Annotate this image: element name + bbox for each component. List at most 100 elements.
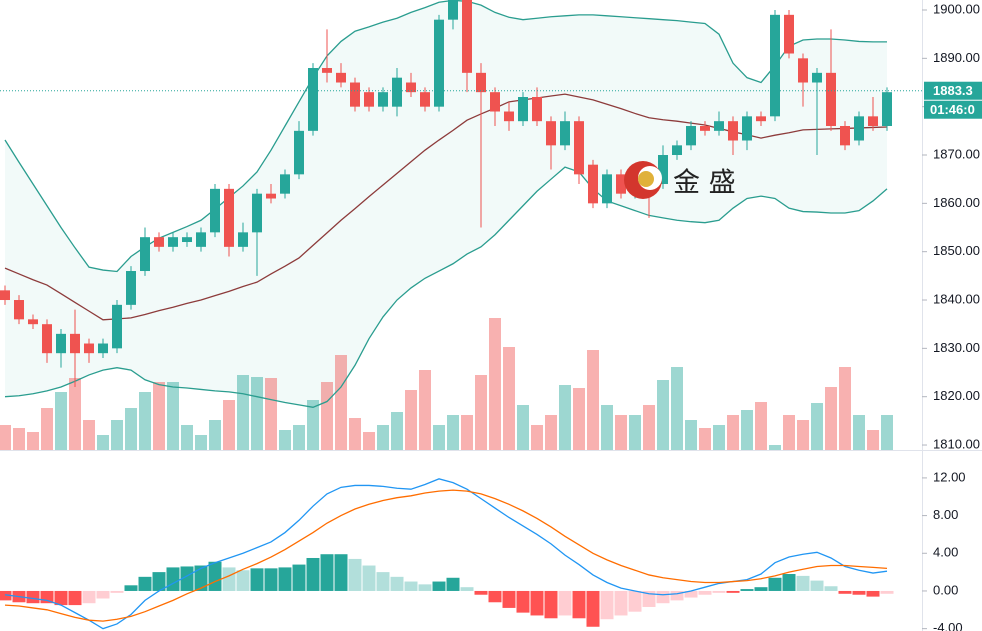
watermark: 金 盛 [624,161,736,199]
candle-body [476,72,486,93]
volume-bar [433,425,445,450]
macd-histogram-bar [614,590,628,616]
band-middle [4,93,888,321]
candle-body [0,290,10,301]
candle-body [770,14,780,117]
macd-histogram-bar [656,590,670,604]
candle-body [868,116,878,127]
y-tick-label: 1830.00 [933,340,980,355]
watermark-logo [638,171,654,187]
y-tick-label: 1870.00 [933,146,980,161]
candle-body [42,324,52,354]
candle-body [70,333,80,354]
candle-body [196,232,206,247]
macd-histogram-bar [418,584,432,591]
macd-histogram-bar [810,580,824,591]
candle-body [336,72,346,83]
y-tick-label: 8.00 [933,507,958,522]
macd-histogram-bar [572,590,586,619]
volume-bar [853,415,865,450]
volume-bar [209,420,221,450]
macd-histogram-bar [502,590,516,608]
candle-body [616,174,626,194]
macd-histogram-bar [362,565,376,591]
volume-bar [195,435,207,450]
candle-body [798,58,808,83]
macd-histogram-bar [852,590,866,595]
macd-histogram-bar [796,575,810,591]
volume-bar [587,350,599,450]
macd-histogram-bar [320,554,334,591]
y-tick-label: 1840.00 [933,291,980,306]
volume-bar [447,415,459,450]
candle-body [700,126,710,131]
macd-histogram-bar [516,590,530,613]
volume-bar [83,420,95,450]
macd-histogram-bar [712,590,726,593]
candle-body [504,111,514,122]
volume-bar [727,415,739,450]
candle-body [532,97,542,122]
macd-histogram-bar [292,564,306,591]
candle-body [378,92,388,107]
band-upper [4,0,887,273]
candle-body [826,72,836,127]
volume-bar [615,415,627,450]
volume-bar [559,385,571,450]
volume-bar [797,420,809,450]
candle-body [672,145,682,156]
volume-bar [881,415,893,450]
y-tick-label: 1810.00 [933,436,980,451]
candle-body [420,92,430,107]
band-fill [5,0,887,408]
macd-histogram-bar [194,565,208,591]
volume-bar [223,400,235,450]
macd-histogram-bar [586,590,600,627]
volume-bar [657,380,669,450]
candle-body [490,92,500,112]
y-tick-label: 4.00 [933,545,958,560]
candle-body [238,232,248,247]
macd-histogram-bar [628,590,642,612]
volume-bar [629,415,641,450]
macd-histogram-bar [152,572,166,591]
macd-histogram-bar [754,587,768,591]
candle-body [546,121,556,146]
volume-bar [391,412,403,450]
macd-line [4,489,888,622]
volume-bar [0,425,11,450]
candle-body [154,237,164,247]
volume-bar [55,392,67,450]
macd-histogram-bar [740,589,754,591]
volume-bar [321,382,333,450]
volume-bar [601,405,613,450]
volume-bar [377,425,389,450]
timer-label: 01:46:0 [930,102,975,117]
candle-body [266,193,276,199]
macd-histogram-bar [768,577,782,591]
volume-bar [475,375,487,450]
candle-body [168,237,178,247]
volume-bar [181,425,193,450]
candle-body [882,92,892,127]
macd-histogram-bar [432,581,446,591]
volume-bar [419,370,431,450]
last-price-label: 1883.3 [933,83,973,98]
candle-body [434,19,444,107]
volume-bar [125,408,137,450]
candle-body [14,300,24,320]
macd-histogram-bar [222,567,236,591]
candle-body [126,271,136,305]
macd-histogram-bar [460,587,474,591]
macd-histogram-bar [782,574,796,591]
macd-histogram-bar [306,557,320,591]
volume-bar [769,445,781,450]
candle-body [112,304,122,349]
candle-body [588,164,598,204]
volume-bar [363,432,375,450]
volume-bar [825,387,837,450]
candle-body [714,121,724,131]
volume-bar [839,367,851,450]
macd-histogram-bar [404,581,418,591]
macd-histogram-bar [866,590,880,597]
